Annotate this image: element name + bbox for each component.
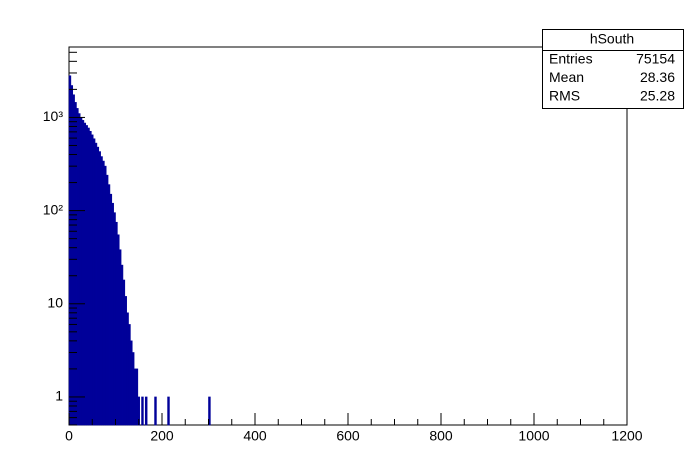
x-tick-label: 1200 — [611, 428, 642, 444]
stats-box: hSouth Entries 75154 Mean 28.36 RMS 25.28 — [542, 29, 684, 109]
stats-frame — [542, 29, 684, 109]
x-tick-label: 200 — [150, 428, 174, 444]
x-tick-label: 400 — [243, 428, 267, 444]
bar — [208, 396, 211, 426]
bar — [167, 396, 170, 426]
x-tick-label: 800 — [429, 428, 453, 444]
y-tick-label: 10² — [43, 201, 64, 217]
x-tick-label: 600 — [336, 428, 360, 444]
stats-label: Mean — [549, 69, 584, 85]
stats-value: 25.28 — [640, 88, 675, 104]
stats-label: Entries — [549, 51, 593, 67]
x-tick-label: 0 — [65, 428, 73, 444]
y-tick-label: 10³ — [43, 108, 64, 124]
stats-title: hSouth — [590, 31, 634, 47]
bar — [144, 396, 148, 426]
stats-value: 75154 — [636, 51, 675, 67]
bar — [141, 396, 144, 426]
y-tick-label: 10 — [47, 294, 63, 310]
bar — [154, 396, 157, 426]
y-tick-label: 1 — [55, 388, 63, 404]
stats-value: 28.36 — [640, 69, 675, 85]
x-tick-label: 1000 — [518, 428, 549, 444]
stats-label: RMS — [549, 88, 580, 104]
